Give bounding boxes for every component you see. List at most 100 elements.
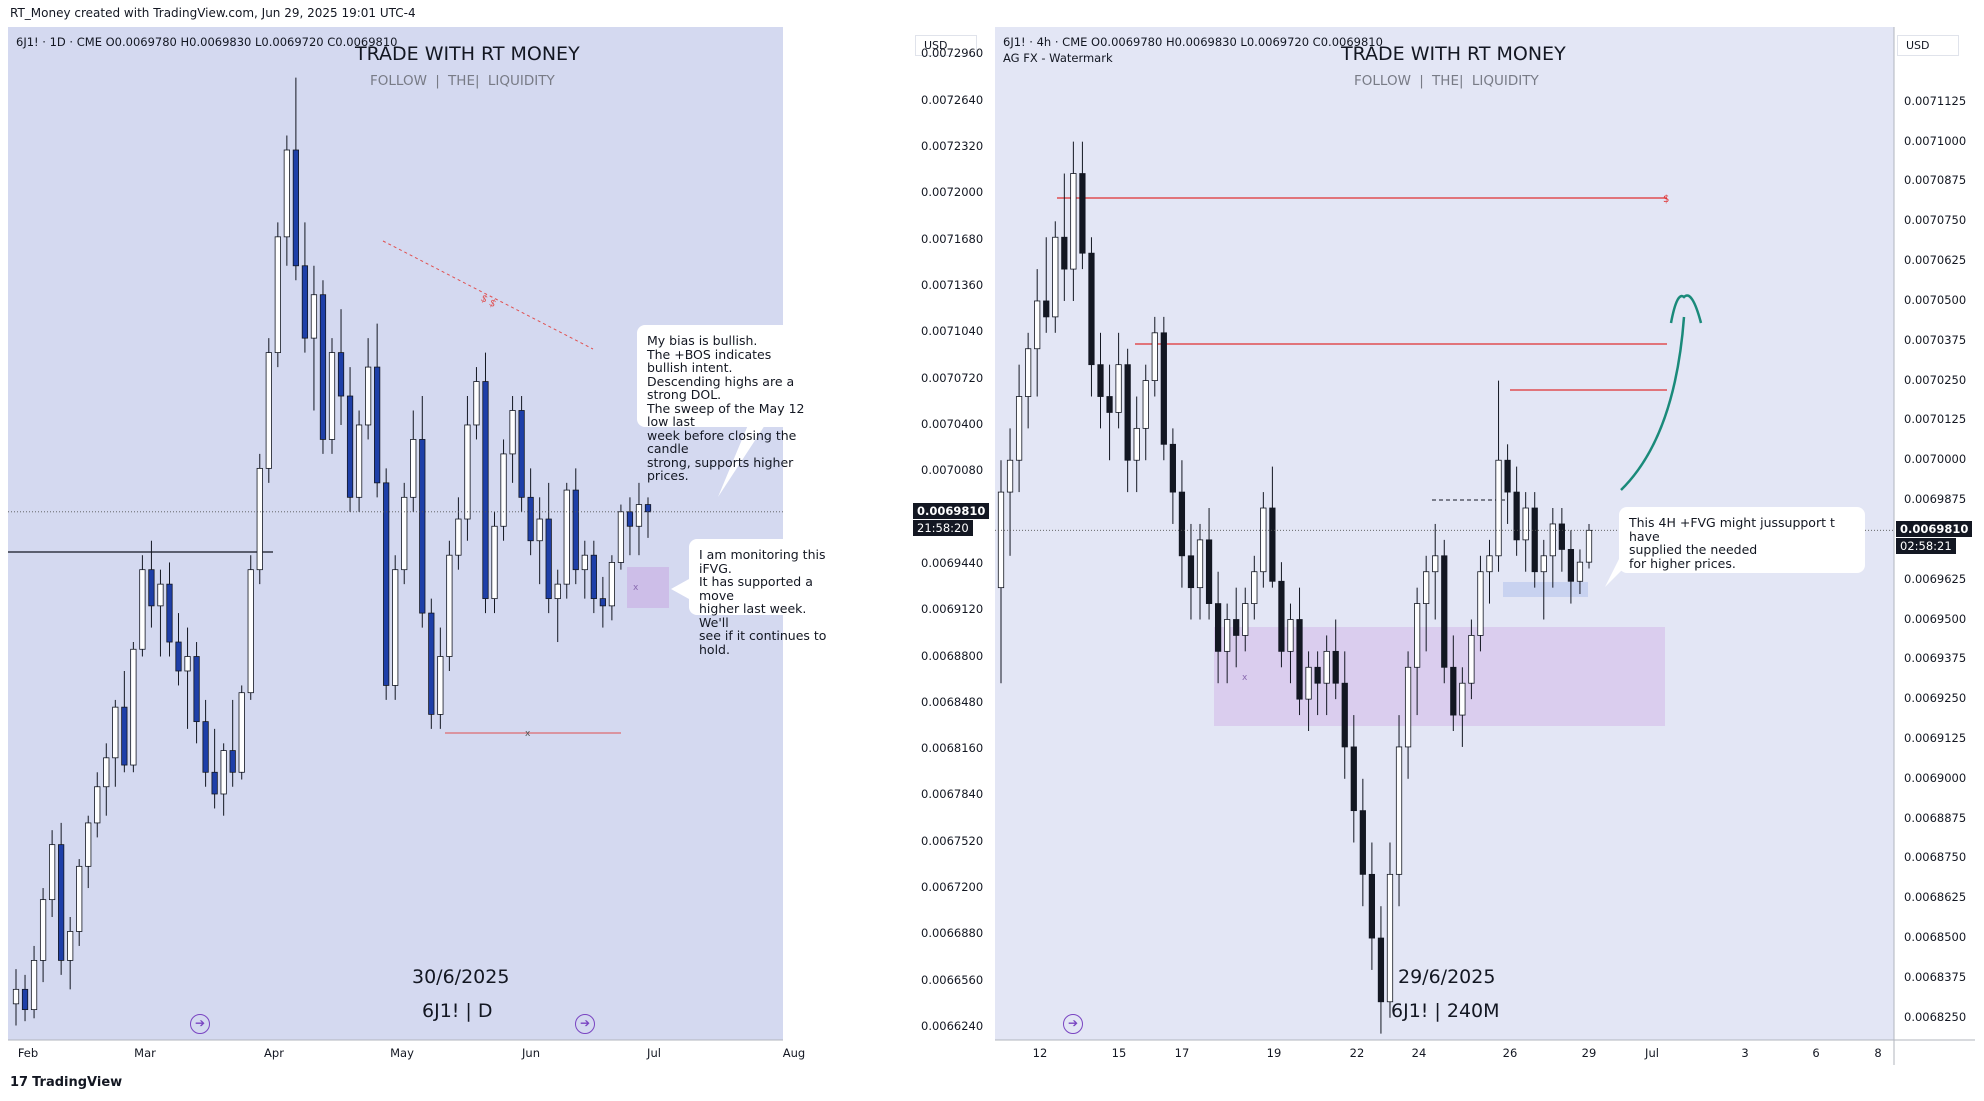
candle-bull bbox=[130, 648, 137, 766]
candle-bear bbox=[1214, 603, 1222, 652]
arrow-head bbox=[1669, 294, 1703, 324]
candle-bull bbox=[446, 554, 453, 657]
candle-bull bbox=[157, 583, 164, 607]
candle-bull bbox=[500, 453, 507, 527]
indicator-label[interactable]: AG FX - Watermark bbox=[1003, 51, 1113, 65]
candle-bear bbox=[1513, 491, 1520, 541]
candle-bull bbox=[103, 757, 110, 788]
ifvg-callout[interactable]: I am monitoring this iFVG. It has suppor… bbox=[689, 539, 839, 656]
candle-bull bbox=[39, 899, 47, 961]
currency-button[interactable]: USD bbox=[915, 35, 977, 56]
price-tick-label: 0.0068625 bbox=[1904, 890, 1967, 905]
tradingview-logo-text: TradingView bbox=[32, 1075, 123, 1090]
candle-bear bbox=[1187, 555, 1195, 589]
candle-bear bbox=[1368, 873, 1376, 939]
candle-bear bbox=[229, 750, 236, 773]
price-tick-label: 0.0068250 bbox=[1904, 1009, 1967, 1024]
candle-bear bbox=[1377, 937, 1385, 1003]
bias-callout[interactable]: My bias is bullish. The +BOS indicates b… bbox=[637, 325, 825, 482]
fvg-callout[interactable]: This 4H +FVG might jussupport t have sup… bbox=[1619, 507, 1865, 573]
candle-bear bbox=[319, 294, 327, 440]
candle-bull bbox=[509, 410, 516, 455]
navigate-icon[interactable]: ➔ bbox=[1063, 1014, 1083, 1034]
candle-bear bbox=[1341, 682, 1348, 748]
price-tick-label: 0.0072640 bbox=[921, 92, 984, 107]
price-tick-label: 0.0070875 bbox=[1904, 173, 1967, 188]
footer-bar: 17 TradingView bbox=[0, 1065, 1984, 1101]
candle-bull bbox=[563, 489, 570, 585]
candle-bull bbox=[328, 352, 336, 440]
candle-bull bbox=[1025, 348, 1032, 397]
symbol-info: 6J1! · 1D · CME O0.0069780 H0.0069830 L0… bbox=[16, 35, 398, 49]
time-tick-label: Feb bbox=[17, 1046, 39, 1060]
time-tick-label: 26 bbox=[1502, 1046, 1518, 1060]
price-tick-label: 0.0072320 bbox=[921, 139, 984, 154]
plot-background bbox=[8, 27, 783, 1040]
candle-bear bbox=[1043, 300, 1050, 318]
candle-bull bbox=[310, 294, 318, 339]
price-tick-label: 0.0069375 bbox=[1904, 651, 1967, 666]
price-tick-label: 0.0068160 bbox=[921, 741, 984, 756]
price-tick-label: 0.0070750 bbox=[1904, 213, 1967, 228]
candle-bear bbox=[626, 511, 634, 527]
price-tick-label: 0.0069125 bbox=[1904, 730, 1967, 745]
daily-chart-panel[interactable]: $ $ x x 6J1! · 1D · CME O0.0069780 H0.0069… bbox=[8, 27, 990, 1065]
candle-bear bbox=[1504, 459, 1511, 493]
tradingview-logo[interactable]: 17 TradingView bbox=[10, 1075, 122, 1090]
candle-bull bbox=[1224, 619, 1231, 652]
candle-bull bbox=[139, 569, 146, 650]
h4-chart-panel[interactable]: $ x 6J1! · 4h · CME O0.0069780 H0.0069830… bbox=[995, 27, 1975, 1065]
candle-bear bbox=[337, 352, 345, 397]
price-tick-label: 0.0066880 bbox=[921, 926, 984, 941]
ifvg-zone bbox=[627, 567, 669, 608]
candle-bull bbox=[1495, 459, 1502, 557]
candle-bear bbox=[518, 410, 525, 498]
daily-chart-canvas[interactable]: $ $xx bbox=[8, 27, 783, 1065]
candle-bull bbox=[12, 988, 20, 1005]
candle-bear bbox=[346, 395, 354, 498]
candle-bull bbox=[1242, 603, 1249, 636]
time-tick-label: Apr bbox=[264, 1046, 284, 1060]
price-tick-label: 0.0070400 bbox=[921, 416, 984, 431]
candle-bear bbox=[374, 366, 381, 484]
candle-bull bbox=[1395, 746, 1403, 875]
candle-bull bbox=[283, 149, 290, 238]
time-tick-label: Jul bbox=[647, 1046, 661, 1060]
navigate-icon[interactable]: ➔ bbox=[575, 1014, 595, 1034]
price-tick-label: 0.0067200 bbox=[921, 880, 984, 895]
candle-bull bbox=[635, 504, 643, 527]
candle-bear bbox=[1531, 507, 1538, 573]
dollar-label: $ bbox=[1663, 194, 1669, 205]
price-tick-label: 0.0070720 bbox=[921, 370, 984, 385]
candle-bull bbox=[608, 562, 615, 607]
candle-bull bbox=[1404, 666, 1412, 748]
time-tick-label: 17 bbox=[1174, 1046, 1190, 1060]
candle-bear bbox=[1269, 507, 1276, 582]
currency-button[interactable]: USD bbox=[1897, 35, 1959, 56]
time-tick-label: 19 bbox=[1266, 1046, 1282, 1060]
candle-bull bbox=[392, 569, 399, 686]
navigate-icon[interactable]: ➔ bbox=[190, 1014, 210, 1034]
price-tick-label: 0.0070375 bbox=[1904, 332, 1967, 347]
fvg-zone bbox=[1503, 582, 1588, 597]
watermark-date: 30/6/2025 bbox=[412, 966, 510, 988]
candle-bear bbox=[1061, 236, 1068, 270]
candle-bull bbox=[85, 822, 92, 867]
candle-bear bbox=[1088, 252, 1095, 366]
candle-bull bbox=[1423, 571, 1430, 604]
zone-mark: x bbox=[1242, 673, 1248, 683]
candle-bull bbox=[274, 236, 281, 354]
candle-bear bbox=[572, 489, 579, 571]
bullish-arrow bbox=[1620, 316, 1686, 491]
candle-bear bbox=[1296, 619, 1303, 700]
price-tick-label: 0.0070080 bbox=[921, 463, 984, 478]
time-tick-label: Mar bbox=[134, 1046, 156, 1060]
price-tick-label: 0.0071040 bbox=[921, 324, 984, 339]
candle-bull bbox=[1006, 459, 1014, 493]
candle-bull bbox=[1459, 682, 1466, 716]
bar-countdown: 02:58:21 bbox=[1896, 538, 1956, 555]
candle-bull bbox=[365, 366, 372, 426]
candle-bear bbox=[58, 844, 65, 961]
candle-bear bbox=[1124, 364, 1131, 461]
candle-bull bbox=[1522, 507, 1529, 541]
